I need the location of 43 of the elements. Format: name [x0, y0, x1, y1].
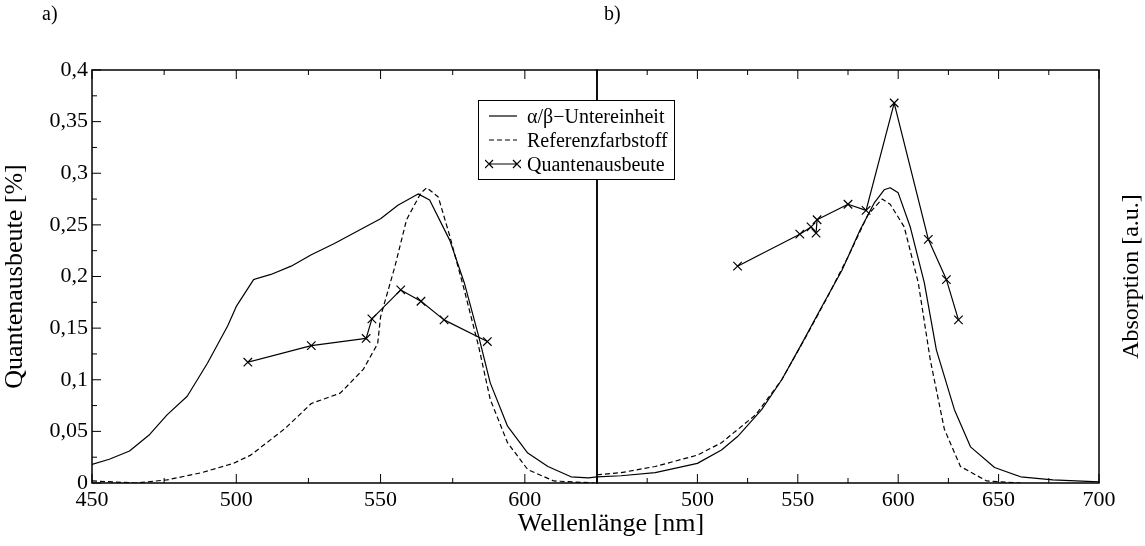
legend-label: Quantenausbeute [527, 152, 665, 176]
x-tick-label: 550 [364, 485, 398, 511]
point [812, 214, 822, 225]
x-tick-label: 550 [781, 485, 815, 511]
y-tick-label: 0,05 [49, 417, 88, 443]
point [732, 261, 743, 272]
point [941, 274, 952, 285]
chart-title: a) [42, 2, 58, 25]
point [439, 315, 449, 325]
y-axis-title: Quantenausbeute [%] [0, 164, 29, 389]
point [806, 222, 816, 232]
point [889, 98, 900, 108]
point [242, 357, 253, 368]
point [811, 228, 821, 238]
chart-title: b) [604, 2, 621, 25]
point [861, 205, 871, 216]
x-tick-label: 600 [508, 485, 542, 511]
x-axis-title: Wellenlänge [nm] [517, 508, 705, 538]
point [395, 285, 406, 295]
point [843, 199, 853, 210]
point [306, 340, 317, 351]
point [361, 333, 371, 344]
y-tick-label: 0,15 [49, 313, 88, 339]
y-tick-label: 0,4 [60, 55, 88, 81]
point [416, 296, 426, 307]
y2-axis-title: Absorption [a.u.] [1117, 194, 1144, 359]
y-tick-label: 0,25 [49, 210, 88, 236]
y-tick-label: 0,1 [60, 365, 88, 391]
point [794, 229, 805, 240]
y-tick-label: 0,2 [60, 262, 88, 288]
x-tick-label: 650 [982, 485, 1016, 511]
y-tick-label: 0,3 [60, 159, 88, 185]
point [953, 315, 964, 325]
x-tick-label: 700 [1082, 485, 1116, 511]
x-tick-label: 600 [881, 485, 915, 511]
legend-label: α/β−Untereinheit [527, 104, 665, 128]
x-tick-label: 500 [680, 485, 714, 511]
legend-label: Referenzfarbstoff [527, 128, 668, 152]
x-tick-label: 500 [219, 485, 253, 511]
y-tick-label: 0,35 [49, 107, 88, 133]
point [482, 336, 493, 347]
point [923, 234, 934, 245]
point [367, 313, 377, 324]
